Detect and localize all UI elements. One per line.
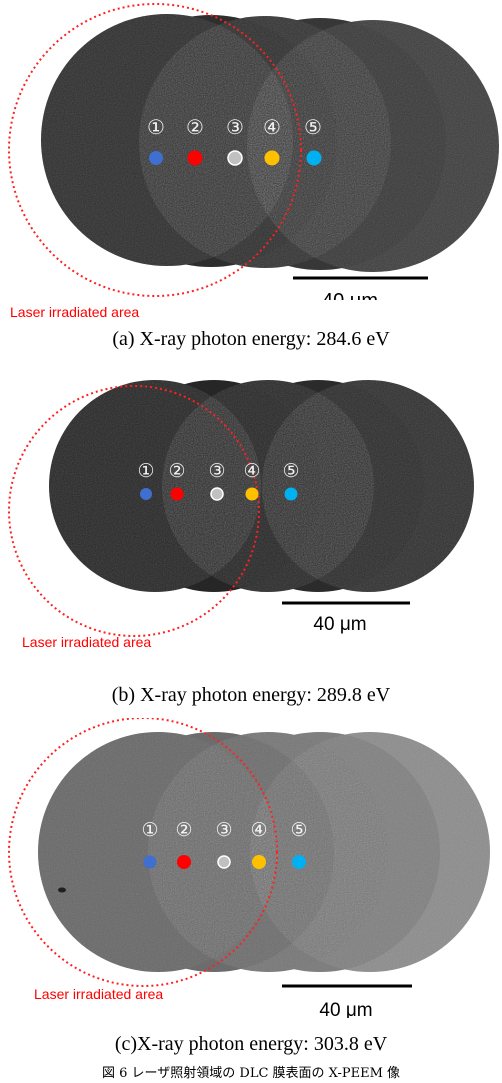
laser-irradiated-circle (8, 3, 302, 297)
marker-label-2: ② (175, 819, 192, 841)
marker-label-5: ⑤ (290, 819, 307, 841)
marker-label-1: ① (147, 115, 165, 139)
marker-labels: ① ② ③ ④ ⑤ (141, 819, 307, 841)
field-of-view-stack (38, 732, 490, 972)
laser-area-label: Laser irradiated area (10, 304, 140, 320)
marker-labels: ① ② ③ ④ ⑤ (147, 115, 322, 139)
marker-dot-5 (284, 487, 298, 501)
marker-dot-5 (292, 855, 306, 869)
marker-dot-5 (306, 150, 322, 166)
scale-bar-label: 40 μm (322, 290, 378, 300)
marker-label-3: ③ (208, 460, 225, 482)
figure-caption: 図 6 レーザ照射領域の DLC 膜表面の X-PEEM 像 (101, 1066, 401, 1081)
marker-label-3: ③ (226, 115, 244, 139)
laser-irradiated-circle (8, 718, 278, 987)
marker-label-1: ① (137, 460, 154, 482)
scale-bar-label: 40 μm (313, 614, 366, 635)
peem-image-b: ① ② ③ ④ ⑤ 40 μm (8, 380, 474, 637)
panel-caption-a: (a) X-ray photon energy: 284.6 eV (112, 328, 390, 350)
marker-label-2: ② (186, 115, 204, 139)
marker-dot-3 (210, 487, 224, 501)
field-of-view-stack (41, 14, 499, 272)
scale-bar-label: 40 μm (319, 1000, 372, 1018)
marker-dot-1 (143, 855, 157, 869)
markers (149, 150, 322, 166)
laser-irradiated-circle (8, 385, 260, 637)
marker-label-5: ⑤ (282, 460, 299, 482)
marker-dot-1 (149, 151, 163, 165)
marker-dot-2 (170, 487, 184, 501)
markers (143, 855, 306, 869)
marker-label-4: ④ (243, 460, 260, 482)
surface-defect (58, 887, 66, 893)
peem-image-c: ① ② ③ ④ ⑤ 40 μm (8, 718, 490, 1018)
marker-dot-3 (217, 855, 231, 869)
field-of-view-stack (49, 380, 474, 592)
panel-caption-b: (b) X-ray photon energy: 289.8 eV (111, 684, 391, 706)
panel-caption-c: (c)X-ray photon energy: 303.8 eV (114, 1033, 388, 1055)
marker-labels: ① ② ③ ④ ⑤ (137, 460, 299, 482)
marker-label-4: ④ (263, 115, 281, 139)
marker-dot-3 (227, 150, 243, 166)
marker-label-5: ⑤ (304, 115, 322, 139)
laser-area-label: Laser irradiated area (34, 986, 164, 1002)
marker-label-1: ① (141, 819, 158, 841)
marker-dot-4 (252, 855, 266, 869)
marker-dot-4 (264, 150, 280, 166)
marker-dot-1 (140, 488, 152, 500)
laser-area-label: Laser irradiated area (22, 634, 152, 650)
marker-dot-2 (177, 855, 191, 869)
marker-label-2: ② (168, 460, 185, 482)
marker-dot-4 (245, 487, 259, 501)
marker-label-4: ④ (250, 819, 267, 841)
marker-label-3: ③ (215, 819, 232, 841)
peem-image-a: ① ② ③ ④ ⑤ 40 μm (8, 3, 499, 300)
marker-dot-2 (187, 150, 203, 166)
markers (140, 487, 298, 501)
